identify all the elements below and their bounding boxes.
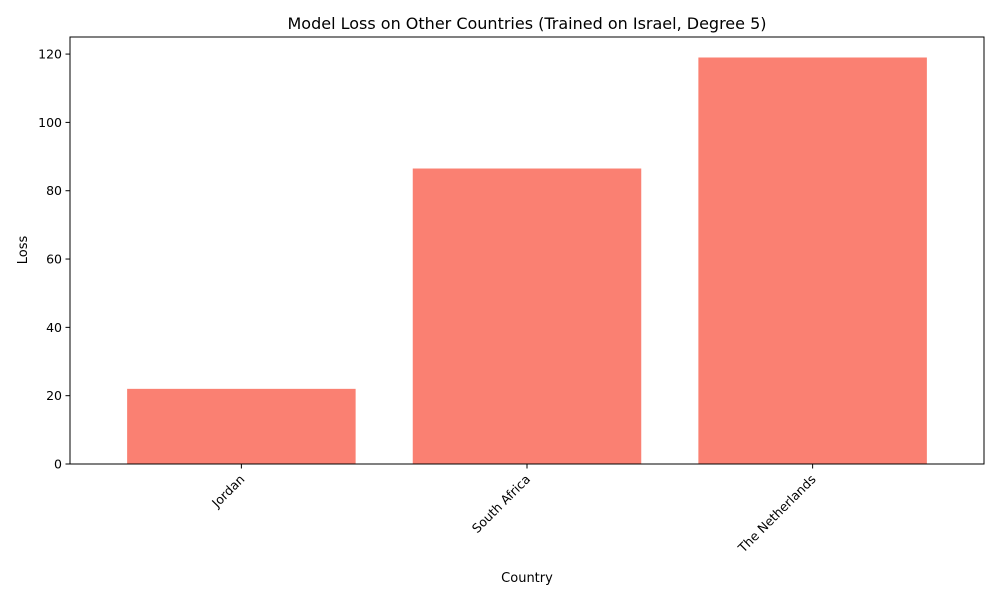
y-axis-label: Loss: [16, 236, 31, 265]
bar-south-africa: [412, 168, 642, 465]
y-tick-label: 100: [38, 115, 62, 130]
y-tick-label: 20: [46, 388, 62, 403]
x-tick-label: The Netherlands: [734, 472, 818, 556]
chart-title: Model Loss on Other Countries (Trained o…: [287, 14, 766, 33]
bar-the-netherlands: [698, 57, 927, 464]
y-tick-label: 120: [38, 47, 62, 62]
x-tick-label: South Africa: [469, 472, 533, 536]
x-axis-ticks: Jordan South Africa The Netherlands: [208, 464, 819, 556]
bar-jordan: [127, 388, 356, 464]
y-axis-ticks: 0 20 40 60 80 100 120: [38, 47, 70, 472]
y-tick-label: 0: [54, 457, 62, 472]
y-tick-label: 80: [46, 183, 62, 198]
y-tick-label: 60: [46, 252, 62, 267]
bars-group: [127, 57, 927, 465]
y-tick-label: 40: [46, 320, 62, 335]
x-axis-label: Country: [501, 571, 553, 586]
x-tick-label: Jordan: [208, 472, 247, 511]
plot-area-frame: [69, 36, 985, 465]
